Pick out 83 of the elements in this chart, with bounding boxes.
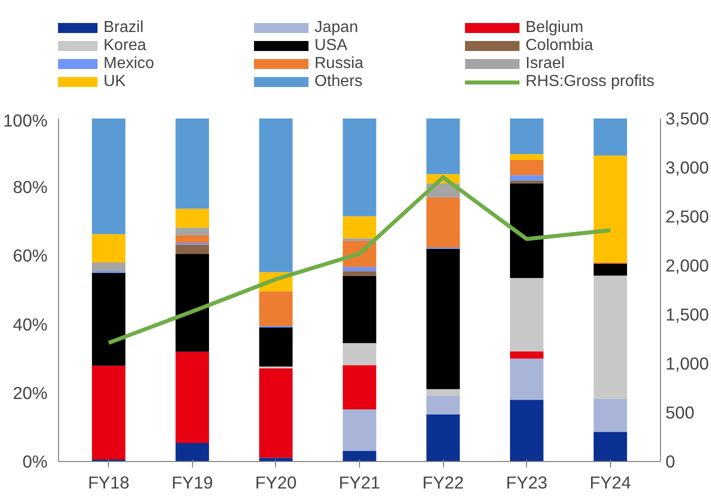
y-tick-label: 60%: [12, 246, 48, 266]
bar: [259, 458, 293, 462]
x-tick-label: FY24: [590, 472, 632, 492]
bar: [510, 358, 544, 400]
y2-tick-label: 1,000: [666, 354, 709, 374]
x-tick-label: FY21: [338, 472, 380, 492]
bar: [594, 118, 628, 156]
bar: [594, 398, 628, 432]
bar: [176, 235, 209, 244]
bar: [259, 291, 293, 326]
bar: [510, 160, 544, 176]
bar: [510, 351, 544, 359]
bar: [594, 276, 628, 399]
y-tick-label: 80%: [12, 177, 48, 198]
x-tick-label: FY20: [255, 472, 297, 492]
bar: [426, 414, 460, 462]
y-tick-label: 20%: [12, 382, 48, 403]
bar: [259, 368, 293, 458]
x-tick-label: FY23: [506, 472, 548, 492]
legend-label: Russia: [314, 55, 364, 73]
bar: [176, 118, 209, 209]
y2-tick-label: 2,500: [666, 206, 709, 226]
legend-label: Mexico: [104, 55, 156, 73]
y2-tick-label: 0: [666, 452, 676, 472]
x-tick-label: FY18: [88, 472, 130, 492]
bar: [259, 118, 293, 272]
bar: [426, 118, 460, 174]
bar: [510, 154, 544, 160]
y-tick-label: 40%: [12, 314, 48, 334]
bar: [176, 352, 209, 443]
bar: [342, 276, 376, 344]
bar: [176, 442, 209, 462]
bar: [510, 183, 544, 278]
y2-tick-label: 2,000: [666, 256, 709, 276]
x-tick-label: FY19: [172, 472, 213, 492]
bar: [342, 267, 376, 272]
y-tick-label: 100%: [3, 110, 48, 130]
line-series: [106, 175, 612, 345]
bar: [594, 156, 628, 262]
legend-label: Others: [314, 73, 364, 91]
bar: [92, 366, 126, 460]
bar: [176, 244, 209, 254]
bar: [594, 264, 628, 276]
legend-label: Korea: [104, 37, 148, 55]
bar: [510, 400, 544, 462]
bar: [92, 262, 126, 272]
bar: [594, 432, 628, 462]
bar: [342, 216, 376, 238]
legend-label: UK: [104, 73, 127, 91]
y2-tick-label: 1,500: [666, 304, 709, 324]
bar: [342, 365, 376, 410]
bar: [92, 118, 126, 234]
bar: [510, 175, 544, 181]
y-tick-label: 0%: [22, 452, 48, 472]
bar: [342, 409, 376, 451]
bar: [426, 248, 460, 390]
legend-label: RHS:Gross profits: [526, 73, 656, 91]
bar: [176, 228, 209, 236]
bar: [92, 234, 126, 263]
bar: [510, 180, 544, 184]
bar: [342, 450, 376, 462]
y2-tick-label: 3,500: [666, 108, 709, 128]
bar: [426, 197, 460, 248]
y2-tick-label: 3,000: [666, 158, 709, 178]
bar: [426, 389, 460, 396]
legend-label: Belgium: [526, 19, 584, 37]
legend-label: Brazil: [104, 19, 145, 37]
bar: [176, 254, 209, 352]
legend-label: Israel: [526, 55, 566, 73]
bar: [342, 271, 376, 276]
legend-label: USA: [314, 37, 348, 55]
bar: [342, 343, 376, 366]
y2-tick-label: 500: [666, 402, 694, 422]
legend-label: Colombia: [526, 37, 594, 55]
bar: [342, 118, 376, 216]
bar: [510, 278, 544, 352]
bar: [92, 272, 126, 366]
bar: [426, 396, 460, 415]
bar: [176, 208, 209, 228]
bar: [510, 118, 544, 154]
x-tick-label: FY22: [422, 472, 464, 492]
legend-label: Japan: [314, 19, 360, 37]
bar: [259, 327, 293, 366]
